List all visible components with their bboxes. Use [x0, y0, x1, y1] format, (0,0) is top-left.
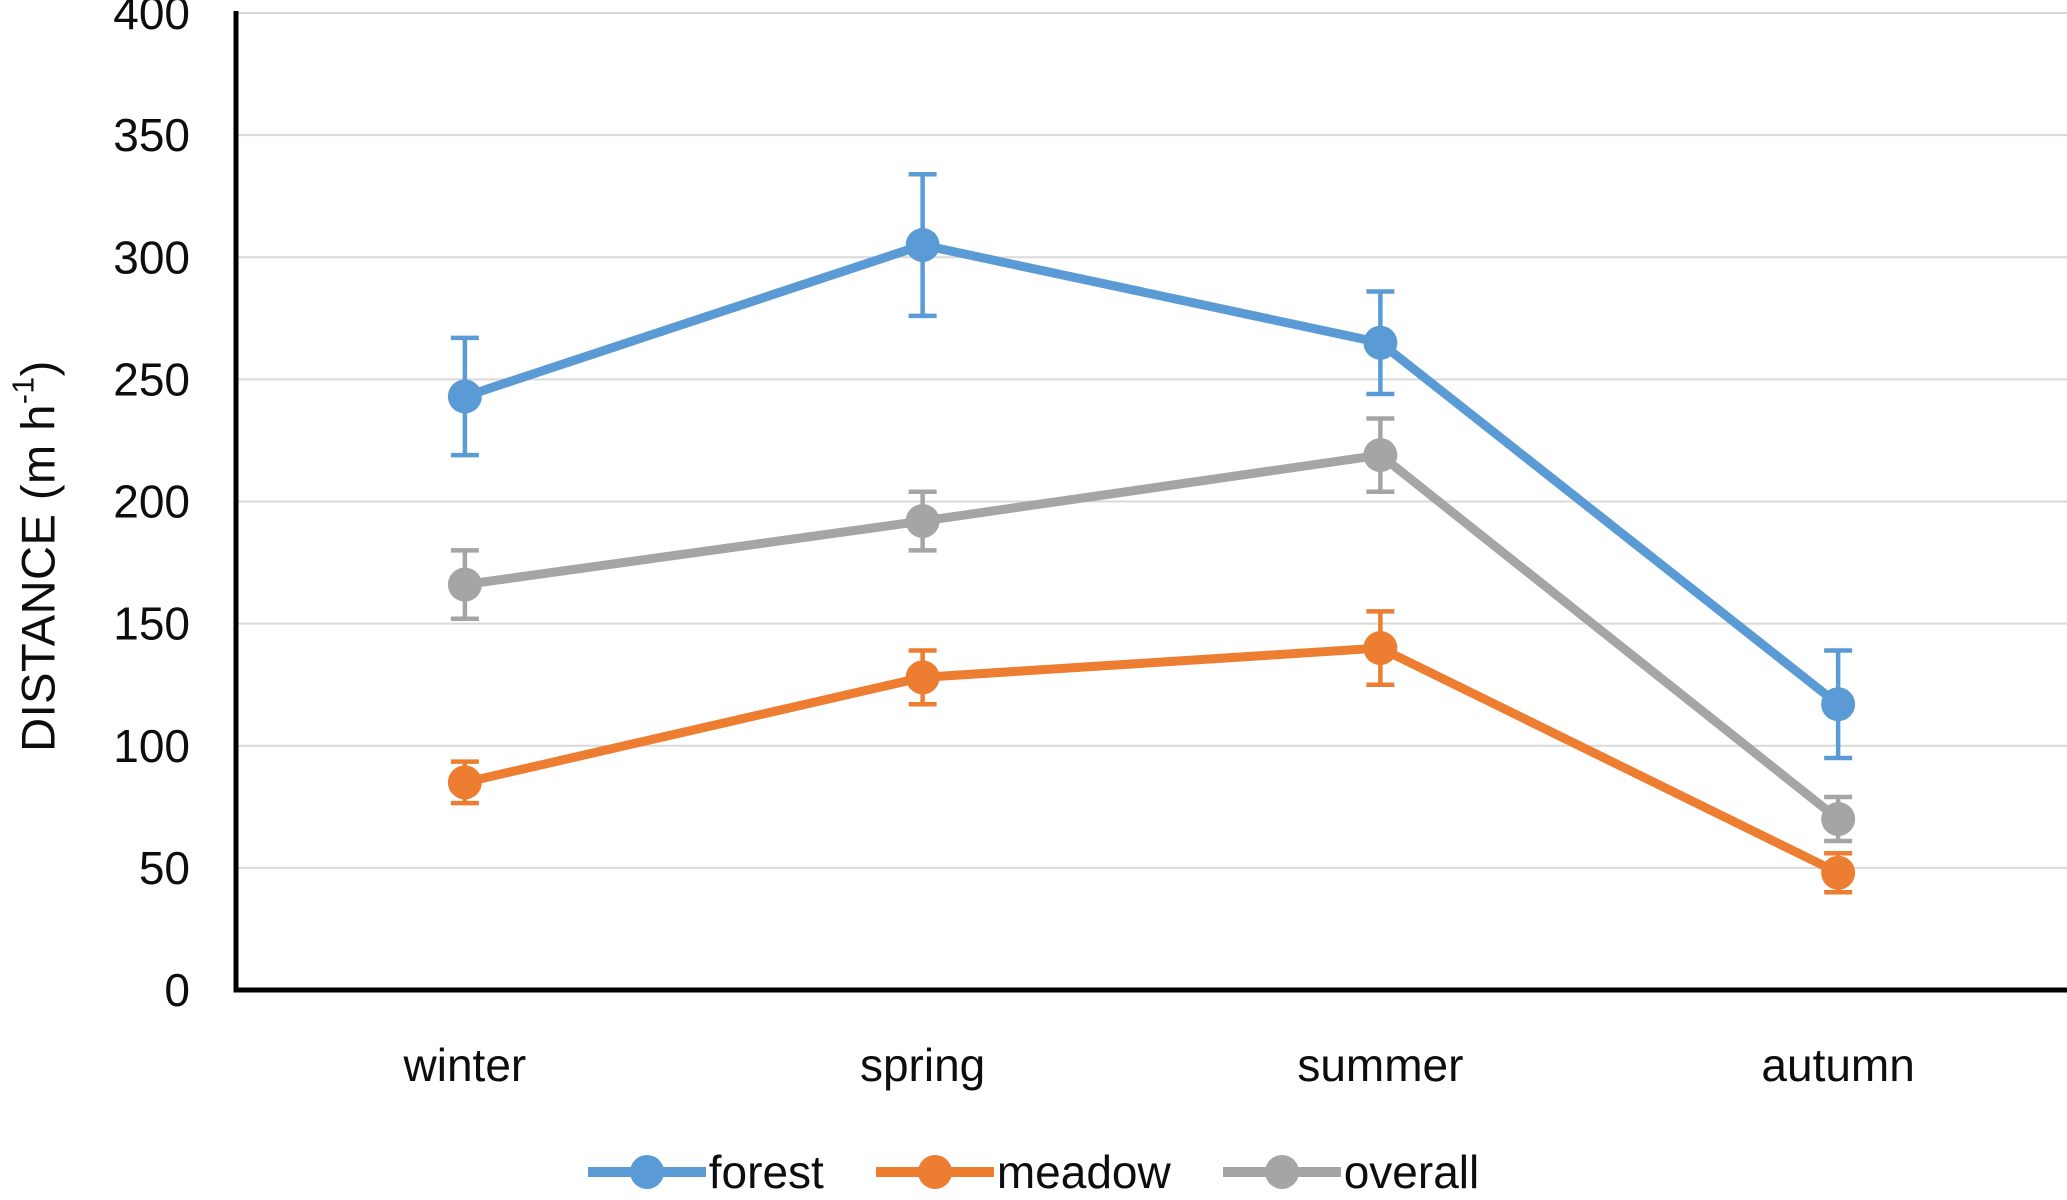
- series-line-overall: [464, 450, 1841, 823]
- y-axis-title-close: ): [11, 360, 65, 377]
- marker-meadow-winter: [447, 765, 482, 800]
- series-line-forest: [463, 240, 1841, 708]
- y-axis-title-superscript: -1: [7, 376, 41, 405]
- y-tick-label: 250: [113, 353, 190, 405]
- x-category-label: winter: [403, 1039, 527, 1091]
- marker-overall-spring: [905, 504, 940, 539]
- y-axis-title: DISTANCE (m h-1): [7, 360, 66, 752]
- legend: forest meadow overall: [0, 1145, 2067, 1199]
- legend-label-meadow: meadow: [996, 1146, 1171, 1198]
- legend-label-overall: overall: [1343, 1146, 1480, 1198]
- y-tick-label: 150: [113, 598, 190, 650]
- y-tick-label: 0: [164, 964, 190, 1016]
- marker-overall-summer: [1363, 438, 1398, 473]
- marker-overall-winter: [447, 567, 482, 602]
- legend-marker-meadow-icon: [875, 1155, 994, 1189]
- x-category-label: summer: [1297, 1039, 1463, 1091]
- y-tick-label: 50: [139, 842, 190, 894]
- legend-item-forest: forest: [587, 1145, 824, 1199]
- series-line-meadow: [463, 643, 1841, 877]
- legend-label-forest: forest: [708, 1146, 824, 1198]
- y-tick-label: 300: [113, 231, 190, 283]
- marker-meadow-spring: [905, 660, 940, 695]
- y-axis-title-text: DISTANCE (m h: [11, 404, 65, 752]
- marker-forest-summer: [1363, 325, 1398, 360]
- legend-marker-forest-icon: [587, 1155, 706, 1189]
- legend-marker-overall-icon: [1222, 1155, 1341, 1189]
- marker-forest-spring: [905, 228, 940, 263]
- x-category-label: spring: [860, 1039, 985, 1091]
- marker-overall-autumn: [1821, 802, 1856, 837]
- x-category-label: autumn: [1761, 1039, 1914, 1091]
- y-tick-label: 400: [113, 0, 190, 39]
- y-tick-label: 200: [113, 476, 190, 528]
- legend-item-meadow: meadow: [875, 1145, 1171, 1199]
- marker-meadow-summer: [1363, 631, 1398, 666]
- y-tick-label: 100: [113, 720, 190, 772]
- marker-forest-winter: [447, 379, 482, 414]
- marker-forest-autumn: [1821, 687, 1856, 722]
- legend-item-overall: overall: [1222, 1145, 1480, 1199]
- y-tick-label: 350: [113, 109, 190, 161]
- marker-meadow-autumn: [1821, 855, 1856, 890]
